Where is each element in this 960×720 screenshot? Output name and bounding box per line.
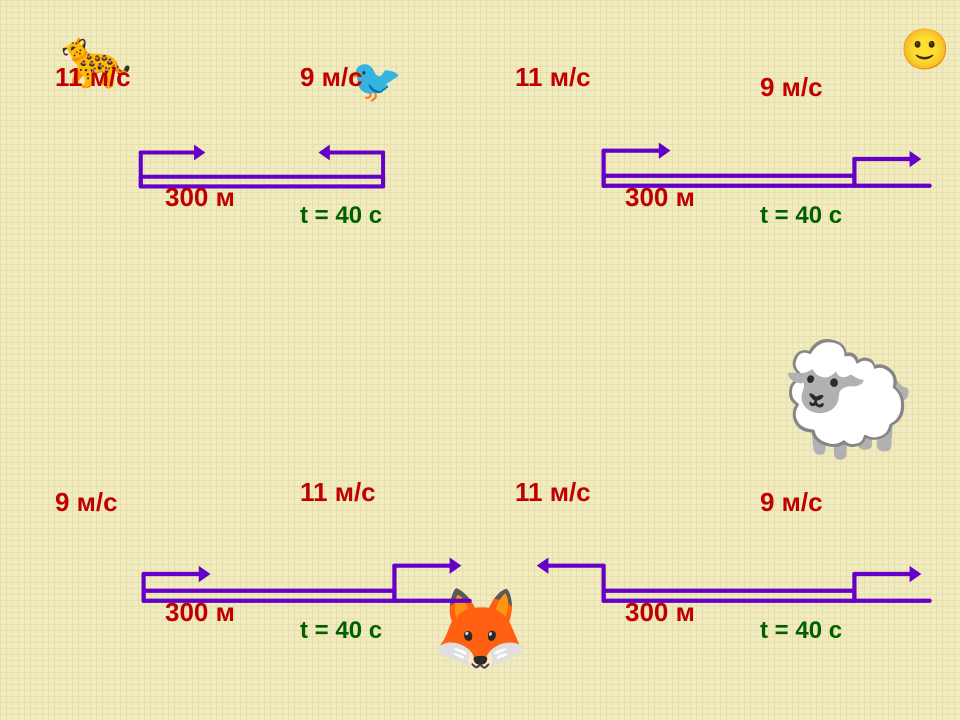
speed-left-label: 9 м/с <box>55 487 118 518</box>
speed-right-label: 9 м/с <box>760 487 823 518</box>
motion-diagram-1: 11 м/с9 м/с300 мt = 40 c <box>60 130 480 285</box>
motion-diagram-3: 9 м/с11 м/с300 мt = 40 c <box>60 545 570 700</box>
distance-label: 300 м <box>165 182 235 213</box>
speed-left-label: 11 м/с <box>515 477 591 508</box>
time-label: t = 40 c <box>760 202 842 230</box>
time-label: t = 40 c <box>300 617 382 645</box>
smiley-icon: 🙂 <box>900 30 950 70</box>
speed-left-label: 11 м/с <box>515 62 591 93</box>
speed-right-label: 11 м/с <box>300 477 376 508</box>
time-label: t = 40 c <box>300 202 382 230</box>
speed-right-label: 9 м/с <box>760 72 823 103</box>
motion-diagram-4: 11 м/с9 м/с300 мt = 40 c <box>520 545 960 700</box>
motion-diagram-2: 11 м/с9 м/с300 мt = 40 c <box>520 130 960 285</box>
time-label: t = 40 c <box>760 617 842 645</box>
sheep-icon: 🐑 <box>780 345 917 455</box>
speed-right-label: 9 м/с <box>300 62 363 93</box>
speed-left-label: 11 м/с <box>55 62 131 93</box>
distance-label: 300 м <box>625 597 695 628</box>
distance-label: 300 м <box>165 597 235 628</box>
distance-label: 300 м <box>625 182 695 213</box>
